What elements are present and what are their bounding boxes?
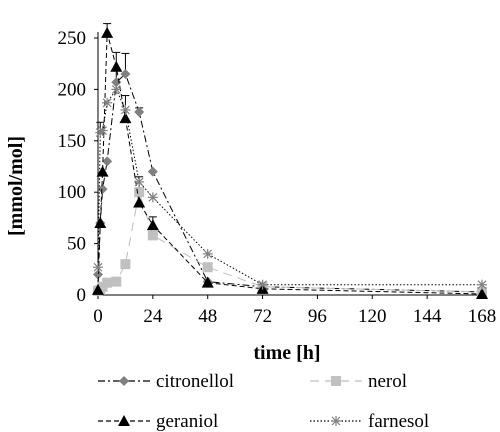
x-tick-label-24: 24 — [143, 306, 163, 327]
point-nerol-4 — [102, 277, 113, 288]
point-farnesol-168 — [477, 279, 487, 290]
y-tick-label-50: 50 — [67, 234, 86, 255]
point-nerol-48 — [202, 262, 213, 273]
y-tick-label-100: 100 — [58, 182, 87, 203]
point-farnesol-2 — [97, 125, 108, 136]
legend-marker-nerol — [331, 376, 341, 386]
legend-label-farnesol: farnesol — [368, 411, 429, 432]
point-farnesol-72 — [257, 279, 268, 290]
series-line-geraniol — [97, 32, 483, 295]
point-geraniol-48 — [201, 276, 214, 288]
point-nerol-24 — [147, 230, 158, 241]
x-tick-label-72: 72 — [253, 306, 272, 327]
legend-item-citronellol: citronellol — [98, 371, 234, 392]
legend-marker-citronellol — [119, 376, 129, 386]
legend-item-farnesol: farnesol — [310, 411, 429, 432]
point-geraniol-1 — [94, 217, 107, 229]
y-tick-label-0: 0 — [77, 285, 87, 306]
point-geraniol-2 — [96, 165, 109, 177]
series-lines — [92, 26, 488, 299]
series-line-farnesol — [97, 88, 482, 286]
point-geraniol-8 — [110, 60, 123, 72]
y-axis: 0 50 100 150 200 250 — [58, 28, 99, 306]
point-geraniol-4 — [101, 26, 114, 38]
legend-label-citronellol: citronellol — [156, 371, 234, 392]
legend-item-nerol: nerol — [310, 371, 407, 392]
point-nerol-18 — [134, 187, 145, 198]
point-citronellol-24 — [147, 166, 158, 177]
legend-marker-farnesol — [331, 416, 341, 426]
x-tick-label-120: 120 — [358, 306, 387, 327]
point-farnesol-12 — [120, 104, 131, 115]
y-tick-label-250: 250 — [58, 28, 87, 49]
point-geraniol-18 — [133, 196, 146, 208]
x-tick-label-0: 0 — [93, 306, 103, 327]
point-geraniol-12 — [119, 112, 132, 124]
point-citronellol-2 — [97, 184, 108, 195]
point-farnesol-24 — [147, 192, 158, 203]
point-citronellol-18 — [134, 107, 145, 118]
point-geraniol-24 — [146, 219, 159, 231]
legend: citronellol nerol geraniol farnesol — [98, 371, 429, 432]
y-tick-label-150: 150 — [58, 131, 87, 152]
point-farnesol-48 — [202, 248, 213, 259]
legend-label-geraniol: geraniol — [156, 411, 218, 432]
series-line-citronellol — [97, 73, 483, 293]
series-citronellol — [93, 68, 487, 297]
error-bars — [96, 23, 157, 226]
y-tick-label-200: 200 — [58, 79, 87, 100]
point-nerol-12 — [120, 259, 131, 270]
point-farnesol-18 — [134, 176, 145, 187]
x-tick-label-144: 144 — [413, 306, 442, 327]
series-geraniol — [92, 26, 488, 299]
point-nerol-8 — [111, 276, 122, 287]
point-geraniol-0 — [92, 283, 104, 295]
point-farnesol-8 — [111, 84, 122, 95]
legend-marker-geraniol — [118, 415, 130, 426]
point-citronellol-12 — [120, 68, 131, 79]
point-citronellol-4 — [102, 156, 113, 167]
series-nerol — [93, 187, 487, 297]
legend-label-nerol: nerol — [368, 371, 407, 392]
point-geraniol-168 — [476, 287, 488, 299]
series-line-nerol — [97, 192, 483, 293]
legend-item-geraniol: geraniol — [98, 411, 218, 432]
point-citronellol-0 — [93, 269, 103, 280]
x-tick-label-96: 96 — [308, 306, 327, 327]
series-farnesol — [93, 84, 487, 290]
point-farnesol-4 — [102, 97, 113, 108]
point-farnesol-0 — [93, 262, 103, 273]
x-tick-label-48: 48 — [198, 306, 217, 327]
x-axis-title: time [h] — [253, 342, 320, 364]
y-axis-title: [mmol/mol] — [5, 136, 27, 236]
x-tick-label-168: 168 — [468, 306, 497, 327]
x-axis: 0 24 48 72 96 120 144 168 — [93, 294, 497, 327]
